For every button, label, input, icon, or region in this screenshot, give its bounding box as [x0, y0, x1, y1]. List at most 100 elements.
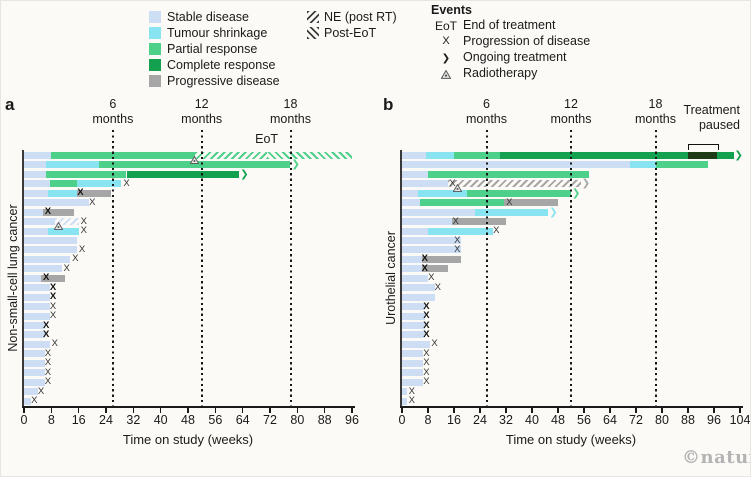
ongoing-arrow: ❯ [734, 150, 743, 161]
x-tick-1-48 [557, 407, 559, 413]
bar-segment-partial [49, 180, 77, 188]
panel-letter-b: b [383, 95, 394, 114]
bar-segment-stable [402, 378, 424, 386]
bar-segment-shrinkage [76, 180, 122, 188]
bar-segment-stable [24, 284, 50, 292]
x-tick-label-1-24: 24 [473, 413, 487, 427]
bar-segment-progressive [41, 274, 65, 282]
progression-x-marker: X [454, 234, 461, 246]
month-line-0-12 [200, 130, 203, 406]
month-label-0-12: 12 months [181, 97, 223, 126]
bar-segment-ne [194, 152, 267, 159]
x-tick-label-1-96: 96 [707, 413, 721, 427]
progression-x-marker: X [506, 196, 513, 208]
bar-segment-stable [402, 218, 453, 226]
x-tick-label-0-24: 24 [99, 413, 113, 427]
bar-segment-partial [46, 170, 127, 178]
shrinkage-swatch [149, 27, 161, 39]
bar-segment-complete [126, 170, 240, 178]
x-tick-0-8 [50, 407, 53, 413]
bar-segment-stable [24, 199, 89, 207]
x-tick-1-40 [531, 407, 533, 413]
bar-segment-shrinkage [47, 189, 77, 197]
y-axis-1 [399, 150, 402, 406]
bar-segment-ne [447, 180, 581, 188]
progression-x-marker: X [423, 376, 430, 388]
progression-x-marker: X [63, 262, 70, 274]
bar-segment-stable [24, 322, 45, 329]
x-tick-1-56 [583, 407, 585, 413]
bar-segment-shrinkage [418, 189, 467, 197]
progression-x-marker: X [423, 357, 430, 369]
x-tick-label-0-0: 0 [20, 413, 28, 427]
progression-x-marker: X [423, 328, 430, 340]
progression-x-marker: X [72, 253, 79, 265]
x-tick-0-80 [296, 407, 299, 413]
ongoing-arrow-symbol: ❯ [441, 53, 451, 64]
x-tick-0-96 [351, 407, 353, 413]
x-tick-0-0 [23, 407, 25, 413]
partial-swatch [149, 43, 161, 55]
progression-x-marker: X [408, 395, 415, 407]
bar-segment-partial [419, 199, 505, 207]
x-tick-1-16 [453, 407, 455, 413]
panel-letter-a: a [5, 95, 15, 114]
x-tick-label-1-32: 32 [499, 413, 513, 427]
bar-segment-ne [54, 218, 79, 226]
x-tick-label-0-48: 48 [181, 413, 195, 427]
bar-segment-stable [402, 350, 424, 358]
legend-label-posteot: Post-EoT [324, 26, 377, 40]
eot-annotation: EoT [255, 132, 279, 146]
ongoing-arrow: ❯ [572, 187, 581, 199]
progression-x-marker: X [49, 310, 57, 322]
bar-segment-stable [24, 350, 45, 358]
x-axis-1 [399, 406, 743, 408]
x-tick-label-0-16: 16 [71, 413, 86, 427]
month-line-1-18 [654, 130, 657, 406]
progression-x-marker: X [43, 328, 50, 340]
radiotherapy-marker [189, 151, 200, 169]
bar-segment-stable [402, 189, 419, 197]
progression-x-marker: X [421, 253, 428, 265]
bar-segment-stable [402, 397, 407, 405]
x-tick-1-104 [739, 407, 741, 413]
x-tick-0-24 [105, 407, 107, 413]
progression-x-marker: X [423, 310, 430, 322]
progression-x-marker: X [428, 272, 435, 284]
bar-segment-stable [24, 369, 45, 377]
x-tick-0-56 [214, 407, 217, 413]
posteot-hatch-swatch [307, 27, 319, 39]
nature-watermark: ©nature [682, 447, 750, 468]
progression-x-marker: X [423, 319, 430, 331]
x-tick-label-1-88: 88 [681, 413, 695, 427]
x-tick-1-0 [401, 407, 403, 413]
bar-segment-stable [402, 161, 630, 169]
bar-segment-progressive [76, 189, 112, 197]
progression-x-marker: X [408, 385, 415, 397]
bar-segment-stable [402, 322, 425, 329]
ne-hatch-swatch [307, 11, 319, 23]
x-tick-0-88 [323, 407, 326, 413]
ongoing-arrow: ❯ [291, 159, 300, 171]
bar-segment-stable [24, 246, 77, 254]
bar-segment-stable [402, 170, 428, 178]
bar-segment-shrinkage [426, 152, 454, 159]
bar-segment-stable [402, 255, 422, 263]
bar-segment-shrinkage [47, 227, 79, 235]
bar-segment-stable [24, 255, 71, 263]
bar-segment-stable [402, 331, 425, 339]
bar-segment-partial [99, 161, 291, 169]
bar-segment-stable [24, 303, 50, 311]
bar-segment-progressive [504, 199, 558, 207]
bar-segment-stable [24, 397, 31, 405]
x-tick-1-32 [505, 407, 507, 413]
x-tick-label-1-80: 80 [655, 413, 669, 427]
bar-segment-partial [51, 152, 195, 159]
ongoing-arrow: ❯ [581, 178, 591, 190]
bar-segment-stable [24, 208, 43, 216]
x-tick-0-32 [132, 407, 135, 413]
bar-segment-stable [24, 152, 52, 159]
progression-x-marker: X [423, 366, 430, 378]
